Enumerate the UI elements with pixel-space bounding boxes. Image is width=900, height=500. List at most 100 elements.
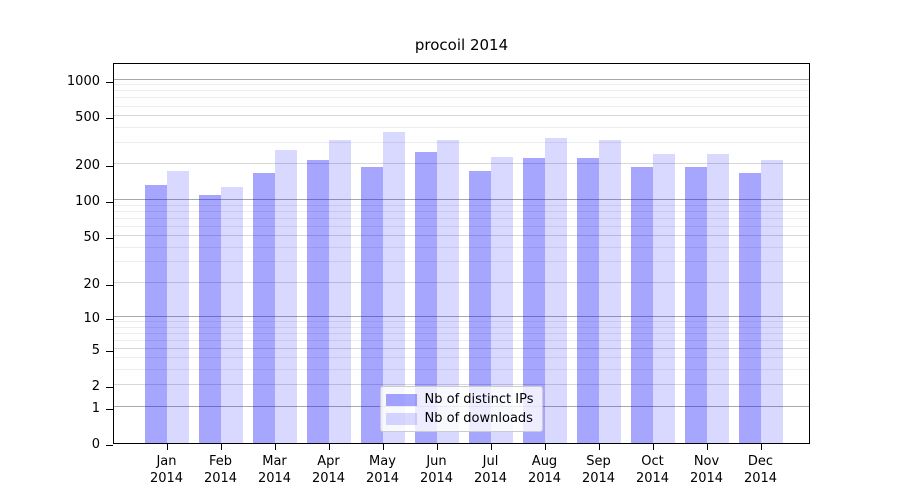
x-tick-label: Apr 2014 — [311, 454, 346, 486]
bar-distinct-ips-may — [360, 166, 383, 443]
minor-gridline — [114, 339, 809, 341]
x-tick-label: Feb 2014 — [203, 454, 238, 486]
minor-gridline — [114, 141, 809, 143]
x-tick-mark — [544, 443, 546, 450]
minor-gridline — [114, 326, 809, 328]
y-tick-mark — [106, 387, 113, 389]
major-gridline — [114, 384, 809, 386]
bar-downloads-dec — [760, 160, 783, 443]
bar-distinct-ips-aug — [522, 157, 545, 443]
minor-gridline — [114, 225, 809, 227]
y-tick-label: 100 — [75, 194, 100, 210]
major-gridline — [114, 235, 809, 237]
legend-label-downloads: Nb of downloads — [424, 411, 533, 426]
y-tick-label: 500 — [75, 110, 100, 126]
minor-gridline — [114, 105, 809, 107]
x-tick-mark — [490, 443, 492, 450]
x-tick-label: Nov 2014 — [689, 454, 724, 486]
legend-label-distinct-ips: Nb of distinct IPs — [424, 392, 534, 407]
major-gridline — [114, 347, 809, 349]
y-tick-mark — [106, 166, 113, 168]
y-tick-label: 20 — [83, 276, 100, 292]
bar-distinct-ips-apr — [306, 160, 329, 443]
chart-title: procoil 2014 — [414, 36, 509, 54]
bar-downloads-mar — [274, 150, 297, 443]
minor-gridline — [114, 210, 809, 212]
bar-distinct-ips-dec — [738, 172, 761, 443]
major-gridline — [114, 163, 809, 165]
minor-gridline — [114, 204, 809, 206]
bar-distinct-ips-sep — [576, 157, 599, 443]
minor-gridline — [114, 97, 809, 99]
y-tick-label: 2 — [91, 379, 100, 395]
minor-gridline — [114, 261, 809, 263]
x-tick-mark — [274, 443, 276, 450]
x-tick-mark — [760, 443, 762, 450]
legend-item-distinct-ips: Nb of distinct IPs — [385, 392, 534, 407]
major-gridline — [114, 315, 809, 317]
major-gridline — [114, 78, 809, 80]
minor-gridline — [114, 126, 809, 128]
minor-gridline — [114, 246, 809, 248]
bar-distinct-ips-nov — [684, 167, 707, 443]
bar-downloads-may — [382, 131, 405, 443]
legend-swatch-distinct-ips — [385, 393, 417, 406]
bar-downloads-jun — [436, 140, 459, 443]
bar-downloads-jul — [490, 156, 513, 443]
minor-gridline — [114, 332, 809, 334]
y-tick-mark — [106, 318, 113, 320]
legend-item-downloads: Nb of downloads — [385, 411, 534, 426]
bar-distinct-ips-mar — [252, 172, 275, 443]
minor-gridline — [114, 84, 809, 86]
x-tick-mark — [652, 443, 654, 450]
y-tick-label: 1 — [91, 400, 100, 416]
x-tick-label: May 2014 — [365, 454, 400, 486]
y-tick-mark — [106, 202, 113, 204]
bar-distinct-ips-jul — [468, 171, 491, 443]
x-tick-label: Oct 2014 — [635, 454, 670, 486]
y-tick-label: 0 — [91, 437, 100, 452]
minor-gridline — [114, 90, 809, 92]
x-tick-label: Jan 2014 — [149, 454, 184, 486]
y-tick-label: 200 — [75, 158, 100, 174]
y-tick-mark — [106, 284, 113, 286]
bar-downloads-apr — [328, 140, 351, 443]
minor-gridline — [114, 320, 809, 322]
y-tick-mark — [106, 350, 113, 352]
x-tick-label: Aug 2014 — [527, 454, 562, 486]
minor-gridline — [114, 369, 809, 371]
bars-layer — [114, 64, 809, 443]
legend-swatch-downloads — [385, 412, 417, 425]
x-tick-mark — [328, 443, 330, 450]
y-tick-label: 5 — [91, 342, 100, 358]
x-tick-label: Jul 2014 — [473, 454, 508, 486]
bar-downloads-aug — [544, 137, 567, 443]
x-tick-mark — [706, 443, 708, 450]
x-tick-mark — [220, 443, 222, 450]
x-tick-mark — [382, 443, 384, 450]
x-tick-mark — [436, 443, 438, 450]
major-gridline — [114, 281, 809, 283]
y-tick-label: 1000 — [66, 73, 100, 89]
bar-downloads-feb — [220, 186, 243, 443]
x-tick-mark — [166, 443, 168, 450]
minor-gridline — [114, 217, 809, 219]
legend: Nb of distinct IPs Nb of downloads — [379, 386, 544, 432]
major-gridline — [114, 199, 809, 201]
bar-downloads-nov — [706, 153, 729, 443]
y-tick-mark — [106, 81, 113, 83]
x-tick-mark — [598, 443, 600, 450]
y-tick-label: 10 — [83, 310, 100, 326]
y-tick-label: 50 — [83, 230, 100, 246]
major-gridline — [114, 115, 809, 117]
x-tick-label: Jun 2014 — [419, 454, 454, 486]
axis-ticks-layer: 0 1 2 5 10 20 50 100 200 500 1000 Jan 2014 Feb 2014 M… — [67, 64, 809, 486]
bar-downloads-jan — [166, 171, 189, 443]
bar-downloads-sep — [598, 139, 621, 443]
x-tick-label: Dec 2014 — [743, 454, 778, 486]
y-tick-mark — [106, 445, 113, 446]
bar-distinct-ips-jun — [414, 152, 437, 443]
y-tick-mark — [106, 408, 113, 410]
plot-area: 0 1 2 5 10 20 50 100 200 500 1000 Jan 2014 Feb 2014 M… — [67, 63, 810, 486]
